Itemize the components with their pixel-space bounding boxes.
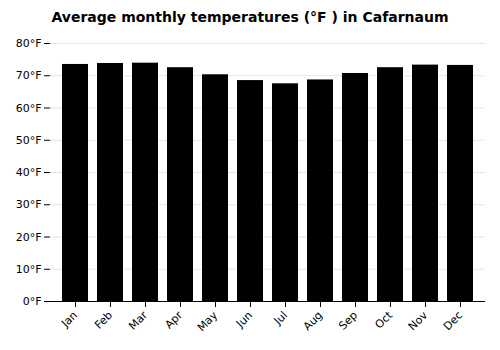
svg-text:0°F: 0°F: [23, 295, 42, 308]
svg-text:10°F: 10°F: [16, 263, 42, 276]
svg-text:May: May: [195, 308, 221, 334]
svg-text:Jun: Jun: [233, 309, 255, 331]
svg-text:Apr: Apr: [162, 308, 185, 331]
svg-text:Aug: Aug: [301, 309, 325, 333]
svg-text:Dec: Dec: [441, 309, 465, 333]
svg-text:Mar: Mar: [126, 308, 150, 332]
svg-text:Oct: Oct: [372, 308, 395, 331]
svg-text:Feb: Feb: [92, 309, 115, 332]
svg-text:20°F: 20°F: [16, 231, 42, 244]
svg-text:Jan: Jan: [58, 309, 80, 331]
svg-text:80°F: 80°F: [16, 37, 42, 50]
svg-text:60°F: 60°F: [16, 102, 42, 115]
svg-text:Jul: Jul: [271, 309, 290, 328]
svg-text:Nov: Nov: [406, 308, 431, 333]
svg-text:30°F: 30°F: [16, 198, 42, 211]
svg-text:50°F: 50°F: [16, 134, 42, 147]
svg-text:40°F: 40°F: [16, 166, 42, 179]
svg-text:Sep: Sep: [336, 309, 360, 333]
svg-text:70°F: 70°F: [16, 69, 42, 82]
html-text:Average monthly temperatures (: Average monthly temperatures (°F ) in Ca…: [51, 9, 449, 25]
